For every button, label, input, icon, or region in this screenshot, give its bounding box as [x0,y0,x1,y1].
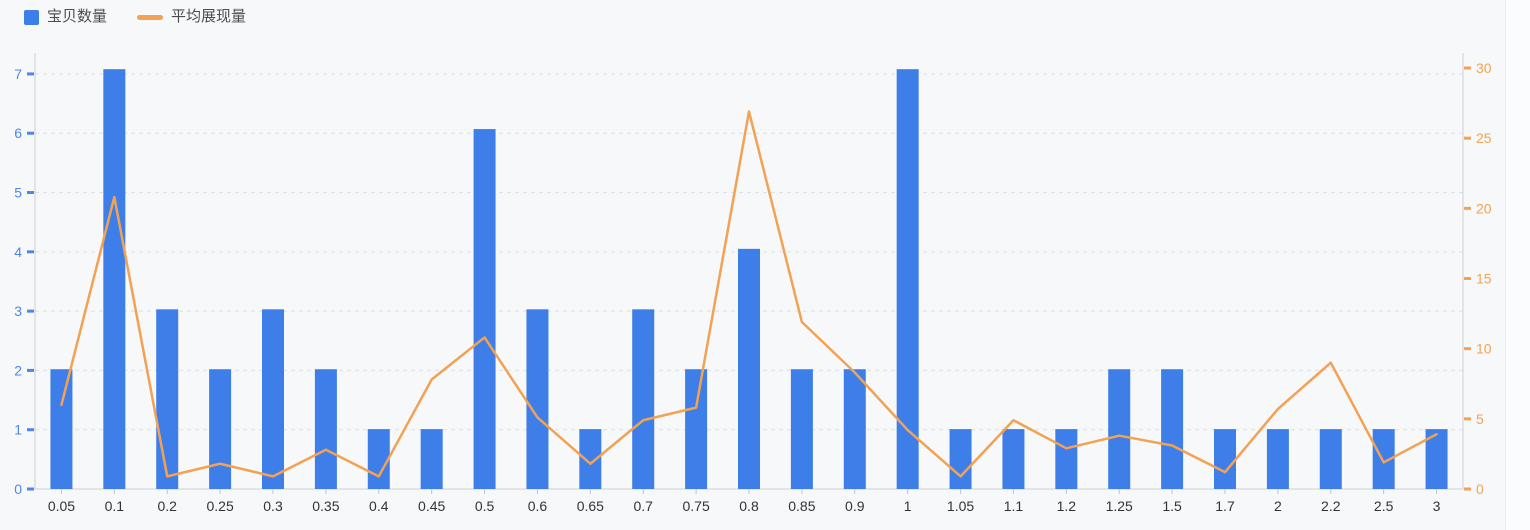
item-count-bar[interactable] [420,429,443,489]
x-axis-label: 1.25 [1106,498,1133,514]
item-count-bar[interactable] [949,429,972,489]
item-count-bar[interactable] [1108,369,1131,489]
right-y-axis-label: 0 [1476,481,1484,497]
x-axis-label: 0.05 [48,498,75,514]
item-count-bar[interactable] [579,429,602,489]
item-count-bar[interactable] [314,369,337,489]
item-count-bar[interactable] [367,429,390,489]
x-axis-label: 0.1 [105,498,125,514]
left-y-axis-label: 3 [14,303,22,319]
item-count-bar[interactable] [1425,429,1448,489]
x-axis-label: 1.2 [1057,498,1077,514]
x-axis-label: 0.45 [418,498,445,514]
bar-series-swatch-icon [24,9,39,25]
right-y-axis-label: 15 [1476,271,1492,287]
item-count-bar[interactable] [1055,429,1078,489]
left-axis-tick [27,72,34,76]
left-y-axis-label: 5 [14,185,22,201]
x-axis-label: 0.65 [577,498,604,514]
x-axis-label: 0.9 [845,498,865,514]
x-axis-label: 0.4 [369,498,389,514]
legend-label-bar-series: 宝贝数量 [47,8,108,25]
line-series-swatch-icon [137,14,164,20]
right-axis-tick [1464,487,1471,491]
x-axis-label: 0.8 [739,498,759,514]
item-count-bar[interactable] [1319,429,1342,489]
item-count-bar[interactable] [1161,369,1184,489]
x-axis-label: 2.5 [1374,498,1394,514]
item-count-bar[interactable] [738,248,760,489]
item-count-bar[interactable] [790,369,813,489]
x-axis-label: 2.2 [1321,498,1341,514]
legend: 宝贝数量 平均展现量 [24,9,246,25]
right-axis-tick [1464,347,1471,351]
x-axis-label: 0.7 [633,498,653,514]
item-count-bar[interactable] [632,309,655,489]
item-count-bar[interactable] [1214,429,1236,489]
right-y-axis-label: 10 [1476,341,1492,357]
item-count-bar[interactable] [262,309,284,489]
left-axis-tick [27,487,34,491]
item-count-bar[interactable] [1266,429,1289,489]
left-y-axis-label: 2 [14,362,22,378]
item-count-bar[interactable] [103,69,126,489]
x-axis-label: 1.1 [1004,498,1024,514]
left-y-axis-label: 7 [14,66,22,82]
x-axis-label: 0.5 [475,498,495,514]
left-axis-tick [27,131,34,135]
x-axis-label: 0.3 [263,498,283,514]
right-y-axis-label: 25 [1476,130,1492,146]
x-axis-label: 2 [1274,498,1282,514]
item-count-bar[interactable] [473,129,496,489]
right-axis-tick [1464,417,1471,421]
legend-item-baobei-shuliang[interactable]: 宝贝数量 [24,9,107,25]
x-axis-label: 1 [904,498,912,514]
right-y-axis-label: 5 [1476,411,1484,427]
right-axis-tick [1464,277,1471,280]
left-axis-tick [27,309,34,313]
x-axis-label: 3 [1433,498,1441,514]
x-axis-label: 0.2 [157,498,177,514]
x-axis-label: 0.6 [528,498,548,514]
item-count-bar[interactable] [209,369,232,489]
right-axis-tick [1464,66,1471,70]
left-axis-tick [27,250,34,254]
x-axis-label: 1.7 [1215,498,1235,514]
right-y-axis-label: 30 [1476,60,1492,76]
legend-label-line-series: 平均展现量 [171,8,247,25]
x-axis-label: 0.35 [312,498,339,514]
item-count-bar[interactable] [156,309,179,489]
x-axis-label: 0.25 [206,498,233,514]
x-axis-label: 0.85 [788,498,815,514]
item-count-bar[interactable] [685,369,708,489]
item-count-bar[interactable] [896,69,919,489]
item-count-bar[interactable] [50,369,73,489]
item-count-bar[interactable] [1372,429,1395,489]
legend-item-pingjun-zhanxianliang[interactable]: 平均展现量 [137,9,246,25]
left-y-axis-label: 4 [14,244,22,260]
panel-right-edge [1505,0,1530,530]
right-axis-tick [1464,136,1471,140]
left-y-axis-label: 6 [14,125,22,141]
x-axis-label: 1.5 [1162,498,1182,514]
left-axis-tick [27,428,34,432]
left-y-axis-label: 1 [14,422,22,438]
right-axis-tick [1464,206,1471,210]
left-axis-tick [27,368,34,372]
right-y-axis-label: 20 [1476,200,1492,216]
average-impressions-line [60,110,1438,478]
item-count-bar[interactable] [1002,429,1025,489]
left-axis-tick [27,191,34,195]
item-count-bar[interactable] [843,369,866,489]
item-count-bar[interactable] [526,309,549,489]
left-y-axis-label: 0 [14,481,22,497]
x-axis-label: 0.75 [682,498,709,514]
x-axis-label: 1.05 [947,498,974,514]
